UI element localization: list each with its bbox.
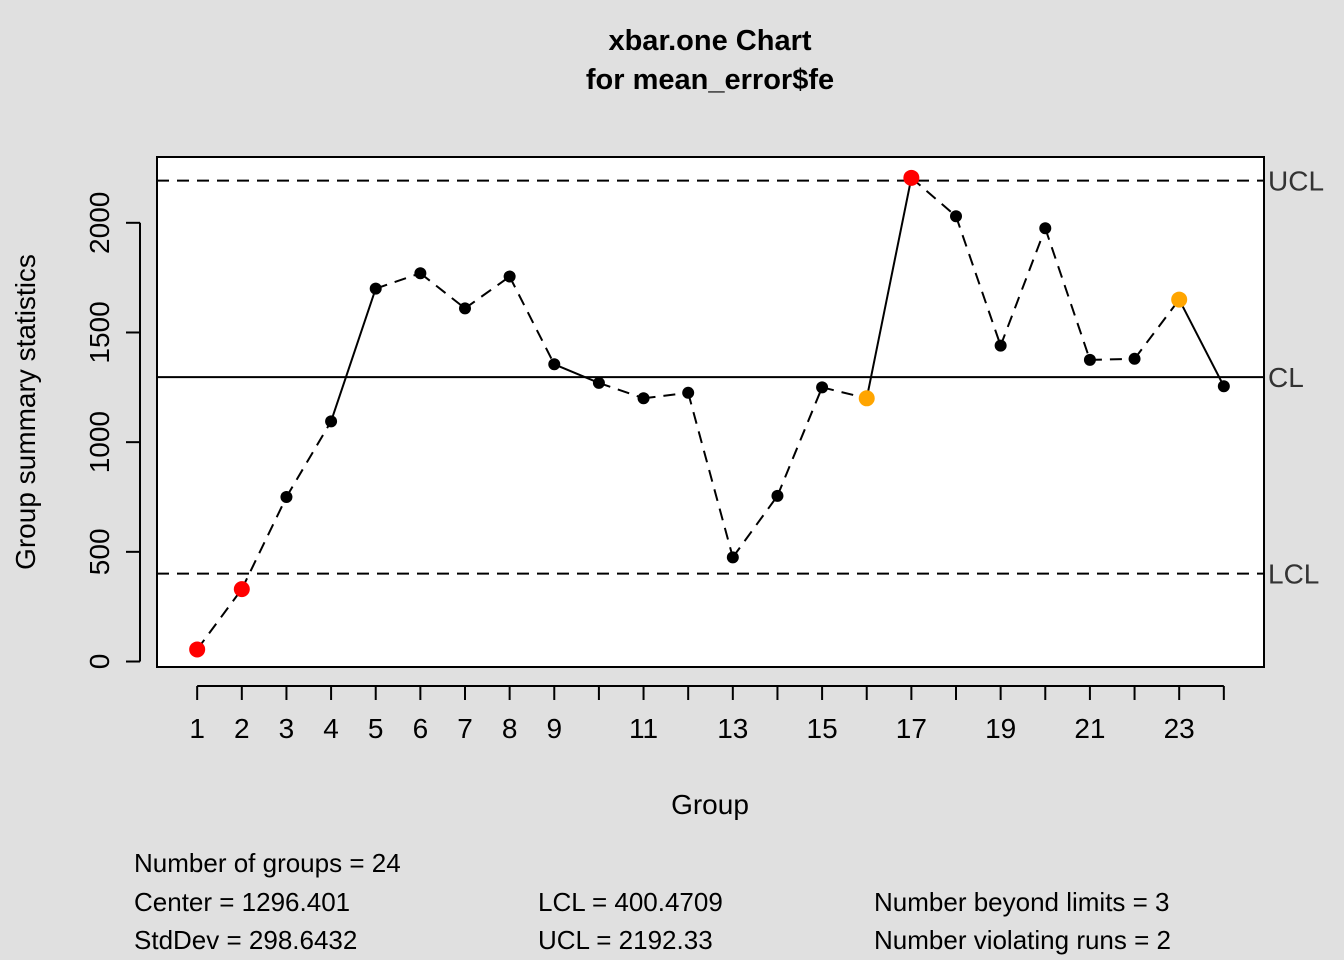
series-segment-11 (643, 391, 689, 400)
data-point-15 (816, 381, 829, 394)
x-tick-label-13: 13 (717, 713, 748, 744)
data-point-4 (325, 415, 338, 428)
series-segment-21 (1089, 357, 1135, 361)
stat-center: Center = 1296.401 (134, 887, 350, 917)
data-point-8 (503, 270, 516, 283)
series-segment-7 (464, 275, 511, 310)
x-tick-label-3: 3 (279, 713, 295, 744)
x-tick-label-1: 1 (189, 713, 205, 744)
stat-number-of-groups: Number of groups = 24 (134, 848, 401, 878)
data-point-11 (637, 392, 650, 405)
data-point-1 (189, 641, 206, 658)
data-point-5 (369, 282, 382, 295)
y-tick-label-0: 0 (84, 654, 115, 670)
data-point-23 (1171, 291, 1188, 308)
data-point-19 (994, 339, 1007, 352)
x-tick-label-11: 11 (629, 713, 658, 744)
cl-label: CL (1268, 362, 1304, 393)
series-segment-6 (419, 272, 466, 310)
data-point-24 (1217, 380, 1230, 393)
x-axis: 1 2 3 4 5 6 7 8 9 11 13 15 17 19 21 23 (189, 685, 1225, 744)
data-point-16 (858, 390, 875, 407)
x-tick-label-7: 7 (457, 713, 473, 744)
series-segment-8 (508, 276, 556, 365)
x-axis-title: Group (671, 789, 749, 820)
series-segment-13 (732, 495, 779, 558)
series-segment-20 (1044, 227, 1091, 361)
series-segment-1 (196, 588, 243, 651)
data-point-20 (1039, 222, 1052, 235)
series-segment-23 (1178, 299, 1225, 387)
x-tick-label-6: 6 (413, 713, 429, 744)
y-tick-label-500: 500 (84, 528, 115, 575)
data-point-13 (726, 551, 739, 564)
x-tick-label-8: 8 (502, 713, 518, 744)
y-tick-label-1000: 1000 (84, 411, 115, 473)
data-point-2 (233, 581, 250, 598)
series-points (189, 169, 1230, 658)
series-segment-16 (865, 177, 913, 399)
x-tick-label-4: 4 (323, 713, 339, 744)
series-segment-22 (1133, 298, 1180, 360)
y-tick-label-2000: 2000 (84, 192, 115, 254)
x-tick-label-9: 9 (546, 713, 562, 744)
data-point-7 (458, 302, 471, 315)
series-segment-18 (955, 215, 1002, 346)
y-axis-title: Group summary statistics (10, 254, 41, 570)
x-tick-label-21: 21 (1074, 713, 1105, 744)
series-segment-5 (375, 272, 421, 290)
data-point-17 (903, 169, 920, 186)
series-segment-17 (910, 177, 957, 217)
control-limit-lines: UCL CL LCL (157, 166, 1324, 590)
data-point-9 (548, 358, 561, 371)
x-tick-label-2: 2 (234, 713, 250, 744)
data-point-6 (414, 267, 427, 280)
data-point-14 (771, 489, 784, 502)
series-segment-12 (687, 392, 734, 558)
x-tick-label-15: 15 (807, 713, 838, 744)
stat-ucl: UCL = 2192.33 (538, 925, 713, 955)
series-segment-10 (598, 381, 644, 400)
stat-stddev: StdDev = 298.6432 (134, 925, 357, 955)
plot-area (156, 156, 1265, 668)
y-tick-label-1500: 1500 (84, 301, 115, 363)
series-segment-15 (821, 386, 867, 400)
data-point-22 (1128, 352, 1141, 365)
stat-lcl: LCL = 400.4709 (538, 887, 723, 917)
lcl-label: LCL (1268, 559, 1319, 590)
data-point-12 (682, 386, 695, 399)
stat-violating-runs: Number violating runs = 2 (874, 925, 1171, 955)
data-point-18 (950, 210, 963, 223)
x-tick-label-19: 19 (985, 713, 1016, 744)
stat-beyond-limits: Number beyond limits = 3 (874, 887, 1170, 917)
x-tick-label-5: 5 (368, 713, 384, 744)
x-tick-label-17: 17 (896, 713, 927, 744)
data-point-3 (280, 491, 293, 503)
ucl-label: UCL (1268, 166, 1324, 197)
summary-stats: Number of groups = 24 Center = 1296.401 … (134, 848, 1171, 955)
series-segment-4 (330, 288, 377, 422)
data-point-10 (592, 376, 605, 389)
chart-title: xbar.one Chart (608, 25, 811, 57)
series-segment-19 (999, 227, 1047, 347)
series-segment-3 (285, 420, 332, 498)
y-axis: 0 500 1000 1500 2000 (84, 192, 141, 670)
x-tick-label-23: 23 (1164, 713, 1195, 744)
series-segment-2 (240, 496, 288, 590)
chart-subtitle: for mean_error$fe (586, 64, 834, 96)
series-line (196, 177, 1225, 651)
data-point-21 (1083, 353, 1096, 366)
series-segment-9 (553, 363, 600, 384)
